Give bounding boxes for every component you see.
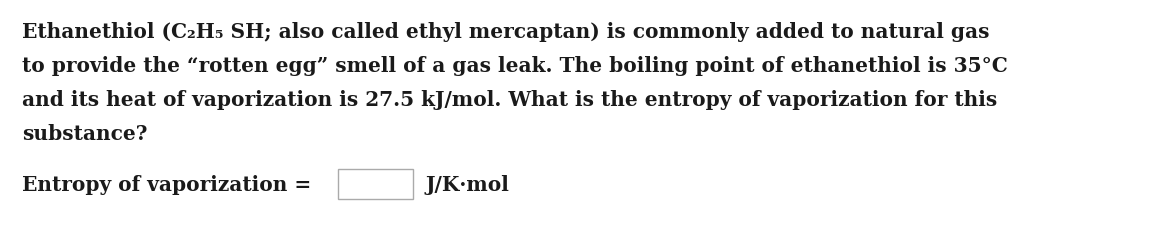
FancyBboxPatch shape bbox=[338, 169, 413, 199]
Text: substance?: substance? bbox=[22, 124, 148, 144]
Text: J/K·mol: J/K·mol bbox=[425, 175, 509, 195]
Text: to provide the “rotten egg” smell of a gas leak. The boiling point of ethanethio: to provide the “rotten egg” smell of a g… bbox=[22, 56, 1007, 76]
Text: Entropy of vaporization =: Entropy of vaporization = bbox=[22, 175, 312, 195]
Text: Ethanethiol (C₂H₅ SH; also called ethyl mercaptan) is commonly added to natural : Ethanethiol (C₂H₅ SH; also called ethyl … bbox=[22, 22, 989, 42]
Text: and its heat of vaporization is 27.5 kJ/mol. What is the entropy of vaporization: and its heat of vaporization is 27.5 kJ/… bbox=[22, 90, 997, 110]
